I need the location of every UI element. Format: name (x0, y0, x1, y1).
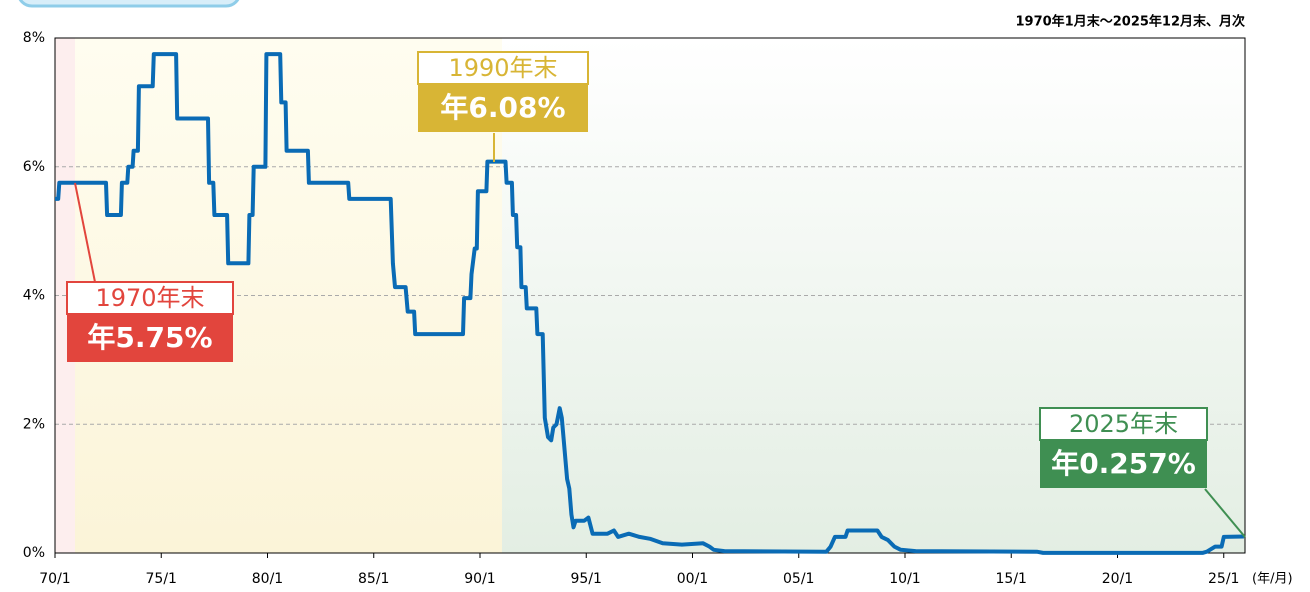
x-tick-label: 90/1 (464, 571, 495, 587)
x-tick-label: 20/1 (1102, 571, 1133, 587)
x-tick-label: 95/1 (571, 571, 602, 587)
callout-title: 2025年末 (1069, 410, 1178, 438)
y-tick-label: 2% (23, 416, 45, 432)
y-tick-label: 0% (23, 545, 45, 561)
tab (18, 0, 240, 8)
line (55, 52, 1244, 555)
x-tick-label: 70/1 (39, 571, 70, 587)
x-tick-label: 25/1 (1208, 571, 1239, 587)
x-axis-label: (年/月) (1252, 572, 1293, 587)
callout-value: 年0.257% (1051, 447, 1196, 480)
callout-line (1204, 488, 1246, 538)
x-tick-label: 85/1 (358, 571, 389, 587)
callout-line (74, 182, 96, 283)
plot-frame (54, 37, 1246, 554)
callout-title: 1970年末 (95, 284, 204, 312)
x-tick-label: 80/1 (252, 571, 283, 587)
y-tick-label: 8% (23, 30, 45, 46)
x-tick-label: 00/1 (677, 571, 708, 587)
callout-value: 年5.75% (87, 321, 212, 354)
callout-title: 1990年末 (448, 54, 557, 82)
subtitle: 1970年1月末～2025年12月末、月次 (1016, 14, 1246, 30)
y-tick-label: 6% (23, 159, 45, 175)
callout-bottom (67, 314, 233, 362)
x-tick-label: 10/1 (889, 571, 920, 587)
x-tick-label: 05/1 (783, 571, 814, 587)
callout-top (1039, 407, 1208, 441)
x-tick-label: 15/1 (996, 571, 1027, 587)
callout-value: 年6.08% (440, 91, 565, 124)
x-tick-label: 75/1 (146, 571, 177, 587)
callout-bottom (1040, 440, 1207, 488)
callout-bottom (418, 84, 588, 132)
y-tick-label: 4% (23, 288, 45, 304)
